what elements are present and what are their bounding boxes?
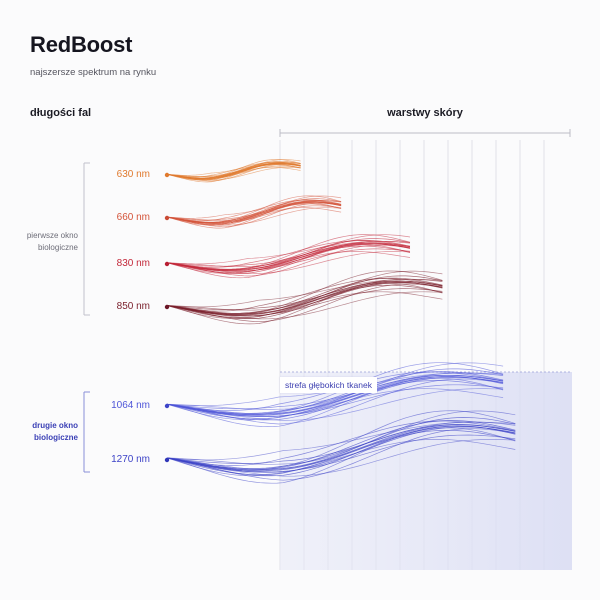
deep-tissue-zone bbox=[280, 372, 572, 570]
wave-strand bbox=[166, 378, 504, 425]
wave-strand bbox=[166, 201, 342, 224]
wave-strand bbox=[166, 421, 516, 464]
wave-strand bbox=[166, 424, 516, 471]
wave-strand bbox=[166, 243, 411, 272]
wave-strand bbox=[166, 270, 443, 311]
wave-strand bbox=[166, 278, 443, 311]
wave-strand bbox=[166, 245, 411, 274]
wavelength-label: 660 nm bbox=[116, 212, 150, 223]
wave-origin-dot bbox=[164, 261, 170, 267]
wave-strand bbox=[166, 427, 516, 484]
wave-strand bbox=[166, 439, 516, 477]
first-biological-window-label: pierwsze okno biologiczne bbox=[26, 231, 78, 252]
wave-bundle bbox=[166, 195, 342, 229]
wave-strand bbox=[166, 280, 443, 315]
page-subtitle: najszersze spektrum na rynku bbox=[30, 67, 157, 78]
wave-strand bbox=[166, 283, 443, 323]
wave-strand bbox=[166, 388, 504, 421]
wave-origin-dot bbox=[164, 304, 170, 310]
second-biological-window-label: drugie okno biologiczne bbox=[32, 421, 78, 442]
wave-strand bbox=[166, 283, 443, 325]
wave-strand bbox=[166, 207, 342, 226]
wave-bundle bbox=[166, 159, 301, 183]
wave-bundle bbox=[166, 234, 411, 279]
wavelength-label: 1270 nm bbox=[111, 454, 150, 465]
wave-strand bbox=[166, 377, 504, 427]
wave-bundle bbox=[166, 410, 516, 484]
wave-strand bbox=[166, 202, 342, 229]
wave-strand bbox=[166, 362, 504, 410]
wave-strand bbox=[166, 374, 504, 416]
wavelengths-header: długości fal bbox=[30, 107, 92, 119]
wave-strand bbox=[166, 244, 411, 279]
first-window-bracket bbox=[83, 162, 90, 316]
skin-layers-header: warstwy skóry bbox=[387, 107, 463, 119]
wave-strand bbox=[166, 372, 504, 410]
wave-bundle bbox=[166, 270, 443, 325]
wave-strand bbox=[166, 163, 301, 183]
wave-strand bbox=[166, 291, 443, 320]
wave-origin-dot bbox=[164, 172, 170, 178]
wave-strand bbox=[166, 240, 411, 267]
wave-origin-dot bbox=[164, 215, 170, 221]
wave-strand bbox=[166, 238, 411, 270]
wave-strand bbox=[166, 242, 411, 271]
wavelength-label: 850 nm bbox=[116, 301, 150, 312]
wave-strand bbox=[166, 439, 516, 477]
wave-strand bbox=[166, 429, 516, 475]
wave-strand bbox=[166, 284, 443, 319]
wave-strand bbox=[166, 207, 342, 226]
wave-strand bbox=[166, 388, 504, 421]
skin-layers-bracket bbox=[279, 129, 571, 137]
wave-strand bbox=[166, 244, 411, 277]
wave-strand bbox=[166, 251, 411, 274]
wave-strand bbox=[166, 380, 504, 420]
wave-origin-dot bbox=[164, 403, 170, 409]
wave-strand bbox=[166, 167, 301, 181]
deep-tissue-zone-label: strefa głębokich tkanek bbox=[280, 377, 377, 393]
wavelength-label: 830 nm bbox=[116, 258, 150, 269]
page-title: RedBoost bbox=[30, 32, 133, 57]
wave-strand bbox=[166, 251, 411, 275]
wave-bundles bbox=[164, 159, 516, 484]
wave-strand bbox=[166, 417, 516, 470]
wave-origin-dot bbox=[164, 457, 170, 463]
wave-strand bbox=[166, 275, 443, 315]
wavelength-label: 630 nm bbox=[116, 169, 150, 180]
wave-strand bbox=[166, 426, 516, 473]
wave-strand bbox=[166, 420, 516, 466]
wave-strand bbox=[166, 368, 504, 415]
wavelength-label: 1064 nm bbox=[111, 400, 150, 411]
wave-strand bbox=[166, 240, 411, 268]
second-window-bracket bbox=[83, 391, 90, 473]
wave-strand bbox=[166, 410, 516, 465]
wave-strand bbox=[166, 377, 504, 418]
wave-strand bbox=[166, 428, 516, 481]
wave-strand bbox=[166, 291, 443, 319]
wave-strand bbox=[166, 281, 443, 316]
wave-strand bbox=[166, 202, 342, 228]
wave-strand bbox=[166, 278, 443, 312]
